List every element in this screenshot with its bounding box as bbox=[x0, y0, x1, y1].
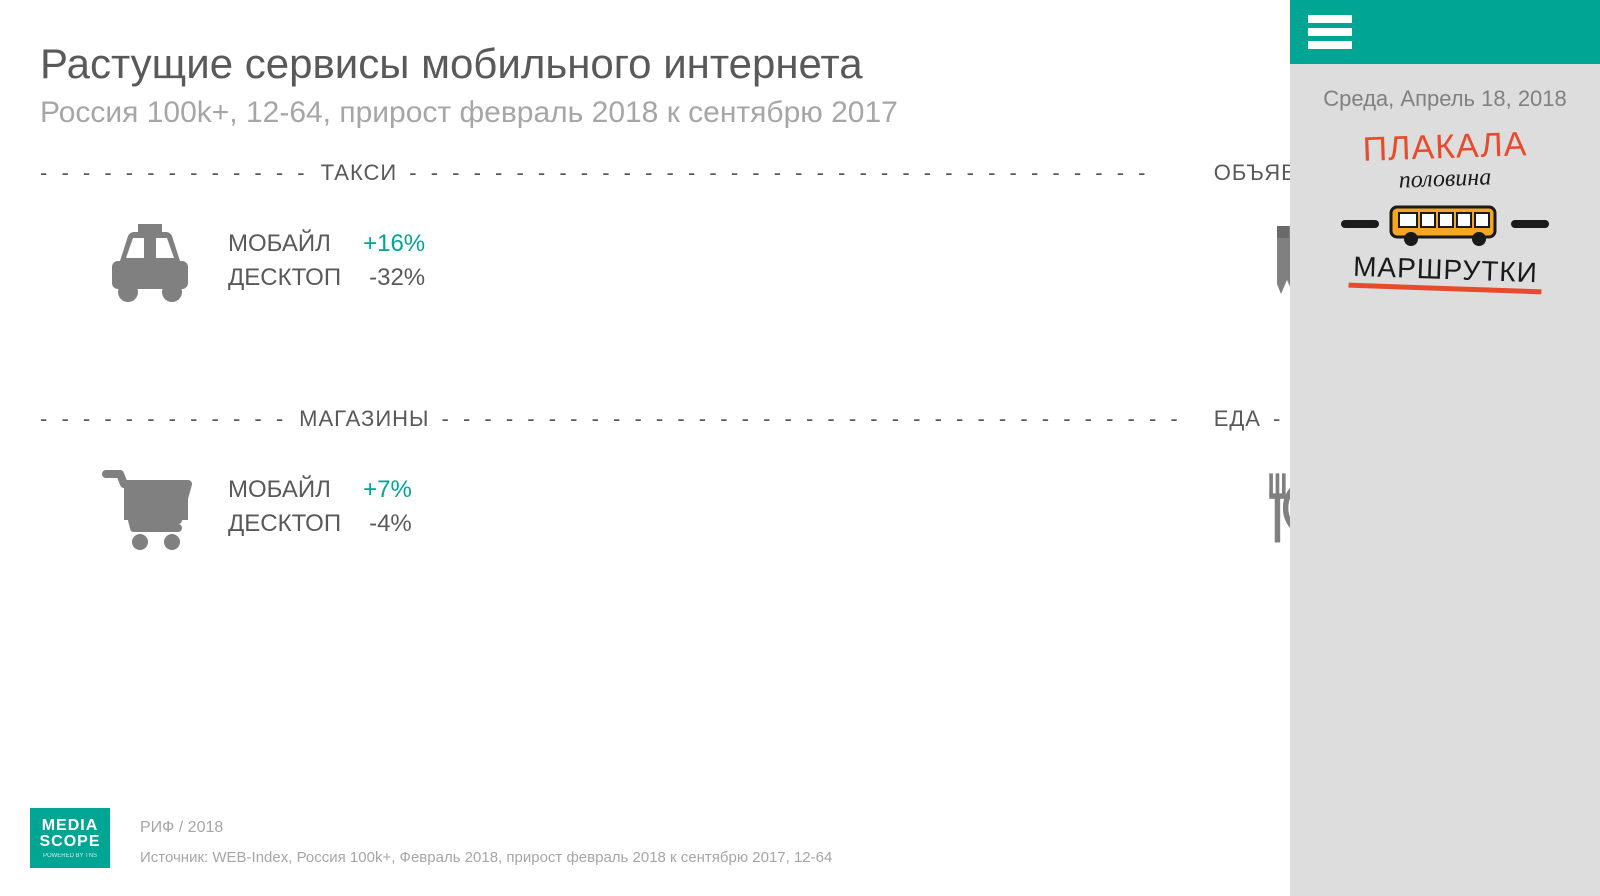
page-title: Растущие сервисы мобильного интернета bbox=[40, 40, 1010, 88]
sticker-dash-left bbox=[1341, 220, 1379, 228]
category-header: - - - - - - - - - - - - - ТАКСИ - - - - … bbox=[40, 160, 1182, 186]
dash-decoration: - - - - - - - - - - - - - - - - - - - - … bbox=[442, 406, 1182, 432]
sticker-graphic: ПЛАКАЛА половина МАРШРУТКИ bbox=[1325, 130, 1565, 291]
main-content: Растущие сервисы мобильного интернета Ро… bbox=[0, 0, 1050, 896]
category-label: ЕДА bbox=[1202, 406, 1273, 432]
footer: РИФ / 2018 Источник: WEB-Index, Россия 1… bbox=[40, 819, 1000, 866]
sticker-line2: половина bbox=[1325, 162, 1566, 197]
sticker-line3: МАРШРУТКИ bbox=[1348, 252, 1542, 295]
category-label: ТАКСИ bbox=[309, 160, 410, 186]
sidebar-header bbox=[1290, 0, 1600, 64]
metric-value-mobile: +7% bbox=[363, 476, 412, 504]
dash-decoration: - - - - - - - - - - - - - - - - - - - - … bbox=[409, 160, 1181, 186]
metrics: МОБАЙЛ +16% ДЕСКТОП -32% bbox=[228, 230, 425, 292]
category-label: МАГАЗИНЫ bbox=[287, 406, 441, 432]
category-taxi: - - - - - - - - - - - - - ТАКСИ - - - - … bbox=[40, 160, 1182, 306]
metric-label-desktop: ДЕСКТОП bbox=[228, 510, 341, 538]
taxi-icon bbox=[100, 216, 200, 306]
metric-label-mobile: МОБАЙЛ bbox=[228, 230, 341, 258]
footer-line2: Источник: WEB-Index, Россия 100k+, Февра… bbox=[140, 849, 1000, 866]
page-subtitle: Россия 100k+, 12-64, прирост февраль 201… bbox=[40, 96, 1010, 130]
sticker-dash-right bbox=[1511, 220, 1549, 228]
metrics: МОБАЙЛ +7% ДЕСКТОП -4% bbox=[228, 476, 412, 538]
sidebar: Среда, Апрель 18, 2018 ПЛАКАЛА половина … bbox=[1290, 0, 1600, 896]
metric-label-mobile: МОБАЙЛ bbox=[228, 476, 341, 504]
category-shops: - - - - - - - - - - - - МАГАЗИНЫ - - - -… bbox=[40, 406, 1182, 552]
sidebar-date: Среда, Апрель 18, 2018 bbox=[1290, 64, 1600, 130]
metric-value-desktop: -4% bbox=[363, 510, 412, 538]
footer-line1: РИФ / 2018 bbox=[140, 819, 1000, 837]
category-grid: - - - - - - - - - - - - - ТАКСИ - - - - … bbox=[40, 160, 1010, 552]
cart-icon bbox=[100, 462, 200, 552]
bus-icon bbox=[1385, 199, 1505, 249]
metric-value-desktop: -32% bbox=[363, 264, 425, 292]
dash-decoration: - - - - - - - - - - - - - bbox=[40, 160, 309, 186]
sticker-line1: ПЛАКАЛА bbox=[1324, 126, 1565, 168]
metric-label-desktop: ДЕСКТОП bbox=[228, 264, 341, 292]
category-header: - - - - - - - - - - - - МАГАЗИНЫ - - - -… bbox=[40, 406, 1182, 432]
metric-value-mobile: +16% bbox=[363, 230, 425, 258]
dash-decoration: - - - - - - - - - - - - bbox=[40, 406, 287, 432]
menu-icon[interactable] bbox=[1308, 10, 1352, 54]
sticker-bus-row bbox=[1325, 199, 1565, 249]
